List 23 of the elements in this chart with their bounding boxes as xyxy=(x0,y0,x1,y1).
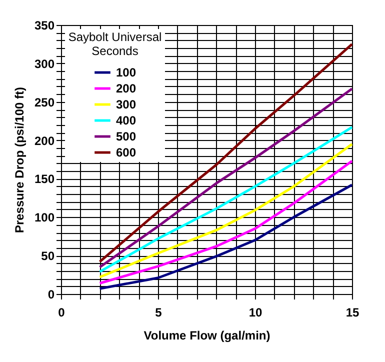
x-axis-title: Volume Flow (gal/min) xyxy=(144,328,270,342)
x-tick-label: 10 xyxy=(248,306,262,320)
legend-label: 400 xyxy=(116,114,136,128)
y-tick-label: 0 xyxy=(48,288,55,302)
y-tick-label: 350 xyxy=(34,18,55,32)
legend-label: 300 xyxy=(116,98,136,112)
y-tick-label: 300 xyxy=(34,56,55,71)
x-tick-label: 15 xyxy=(346,306,360,320)
y-tick-label: 150 xyxy=(34,172,55,186)
x-tick-label: 5 xyxy=(155,306,162,320)
legend-title: Saybolt Universal Seconds xyxy=(68,30,162,58)
legend-label: 100 xyxy=(116,66,136,80)
line-series xyxy=(98,184,354,290)
legend-label: 600 xyxy=(116,146,136,160)
line-series xyxy=(98,160,354,284)
legend-label: 500 xyxy=(116,130,136,144)
y-tick-label: 100 xyxy=(34,210,55,225)
y-tick-label: 250 xyxy=(34,95,55,110)
y-axis-title: Pressure Drop (psi/100 ft) xyxy=(12,86,26,234)
y-tick-label: 50 xyxy=(41,249,55,264)
legend-label: 200 xyxy=(116,82,136,96)
y-tick-label: 200 xyxy=(34,134,55,148)
x-tick-label: 0 xyxy=(58,306,66,320)
